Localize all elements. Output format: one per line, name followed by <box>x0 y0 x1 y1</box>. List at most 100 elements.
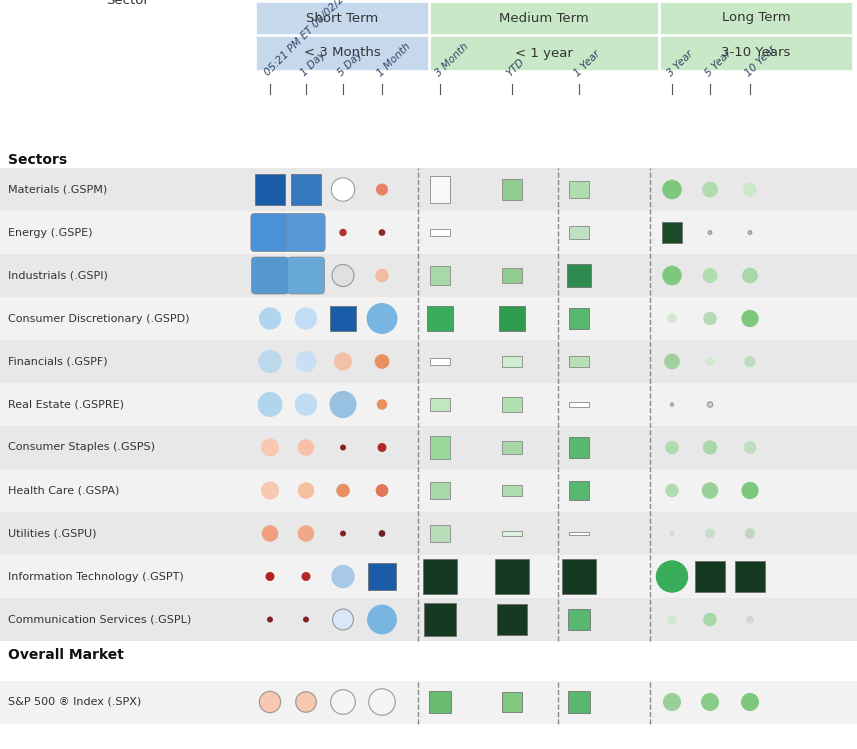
Circle shape <box>258 392 282 416</box>
Circle shape <box>296 394 316 415</box>
FancyBboxPatch shape <box>568 609 590 631</box>
FancyBboxPatch shape <box>497 604 527 635</box>
Circle shape <box>666 485 678 497</box>
Bar <box>0 297 857 340</box>
Bar <box>569 225 589 239</box>
Circle shape <box>668 315 676 323</box>
Circle shape <box>380 531 385 536</box>
Text: Sector: Sector <box>106 0 149 7</box>
FancyBboxPatch shape <box>369 563 396 590</box>
Text: YTD: YTD <box>505 56 527 78</box>
FancyBboxPatch shape <box>494 559 530 594</box>
Bar <box>430 358 450 365</box>
FancyBboxPatch shape <box>251 213 289 252</box>
Circle shape <box>262 526 278 541</box>
Text: Industrials (.GSPI): Industrials (.GSPI) <box>8 270 108 280</box>
Bar <box>502 531 522 536</box>
Bar <box>430 525 450 542</box>
Bar <box>0 426 857 469</box>
FancyBboxPatch shape <box>428 306 452 331</box>
Bar <box>0 383 857 426</box>
Bar <box>430 266 450 285</box>
Circle shape <box>656 561 687 592</box>
Text: 3 Year: 3 Year <box>665 48 695 78</box>
Text: Real Estate (.GSPRE): Real Estate (.GSPRE) <box>8 399 124 410</box>
FancyBboxPatch shape <box>251 257 289 294</box>
Circle shape <box>745 442 756 453</box>
Text: 05:21 PM ET 06/02/2023: 05:21 PM ET 06/02/2023 <box>263 0 361 78</box>
FancyBboxPatch shape <box>428 691 452 713</box>
Bar <box>502 485 522 496</box>
Circle shape <box>261 482 279 499</box>
Circle shape <box>706 530 714 538</box>
Circle shape <box>708 231 711 234</box>
Text: Consumer Discretionary (.GSPD): Consumer Discretionary (.GSPD) <box>8 314 189 324</box>
Circle shape <box>368 304 397 333</box>
Bar <box>660 2 852 34</box>
Circle shape <box>375 355 388 368</box>
Bar <box>0 469 857 512</box>
FancyBboxPatch shape <box>695 561 725 592</box>
FancyBboxPatch shape <box>561 559 596 594</box>
Circle shape <box>297 352 316 372</box>
Circle shape <box>260 691 280 712</box>
Circle shape <box>333 609 353 630</box>
Bar <box>256 36 428 70</box>
Circle shape <box>704 613 716 625</box>
Circle shape <box>261 439 279 456</box>
Bar <box>569 532 589 536</box>
Bar <box>0 681 857 724</box>
Circle shape <box>303 573 309 580</box>
Circle shape <box>704 441 716 454</box>
FancyBboxPatch shape <box>255 175 285 204</box>
Bar <box>502 179 522 200</box>
Circle shape <box>668 616 676 624</box>
Circle shape <box>377 400 387 409</box>
Text: Medium Term: Medium Term <box>499 11 589 25</box>
Text: 10 Year: 10 Year <box>743 43 777 78</box>
Circle shape <box>267 573 273 580</box>
Bar <box>0 555 857 598</box>
Circle shape <box>742 311 758 327</box>
Bar <box>0 340 857 383</box>
Circle shape <box>296 308 316 329</box>
Text: Information Technology (.GSPT): Information Technology (.GSPT) <box>8 571 183 581</box>
Circle shape <box>747 616 753 622</box>
Circle shape <box>670 403 674 406</box>
Text: S&P 500 ® Index (.SPX): S&P 500 ® Index (.SPX) <box>8 697 141 707</box>
Text: Energy (.GSPE): Energy (.GSPE) <box>8 228 93 237</box>
FancyBboxPatch shape <box>423 559 458 594</box>
Bar <box>256 2 428 34</box>
Text: 3 Month: 3 Month <box>433 40 470 78</box>
Bar <box>0 254 857 297</box>
FancyBboxPatch shape <box>424 604 456 635</box>
Text: Consumer Staples (.GSPS): Consumer Staples (.GSPS) <box>8 443 155 452</box>
FancyBboxPatch shape <box>501 691 523 712</box>
FancyBboxPatch shape <box>287 213 325 252</box>
Circle shape <box>298 526 314 541</box>
Circle shape <box>743 268 758 282</box>
Circle shape <box>703 182 717 197</box>
Bar <box>430 398 450 410</box>
Circle shape <box>259 351 281 372</box>
Circle shape <box>376 485 387 496</box>
Circle shape <box>369 689 395 715</box>
Circle shape <box>670 532 674 536</box>
Text: Financials (.GSPF): Financials (.GSPF) <box>8 357 108 366</box>
Text: Utilities (.GSPU): Utilities (.GSPU) <box>8 529 97 539</box>
FancyBboxPatch shape <box>331 306 356 331</box>
Text: 5 Year: 5 Year <box>703 48 733 78</box>
Circle shape <box>376 270 388 282</box>
Circle shape <box>331 690 356 715</box>
Bar <box>0 598 857 641</box>
Circle shape <box>298 483 314 498</box>
Circle shape <box>341 531 345 536</box>
Bar <box>430 228 450 237</box>
Text: Overall Market: Overall Market <box>8 648 124 662</box>
Bar <box>502 356 522 367</box>
Circle shape <box>296 692 316 712</box>
Circle shape <box>704 312 716 324</box>
Bar <box>660 36 852 70</box>
FancyBboxPatch shape <box>287 257 325 294</box>
Bar <box>569 356 589 367</box>
